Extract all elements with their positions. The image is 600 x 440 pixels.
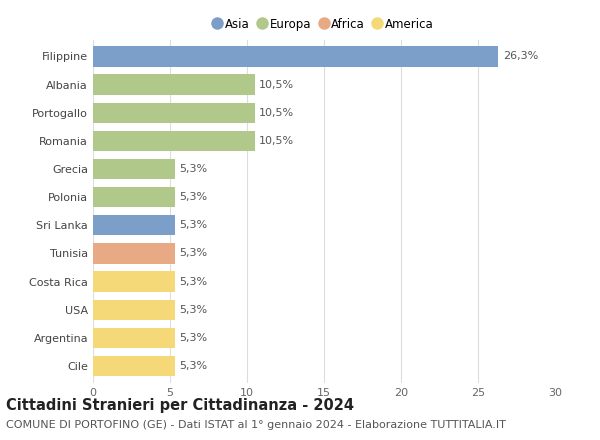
Bar: [93, 271, 175, 292]
Text: 5,3%: 5,3%: [179, 220, 208, 230]
Bar: [93, 243, 175, 264]
Bar: [93, 215, 175, 235]
Text: COMUNE DI PORTOFINO (GE) - Dati ISTAT al 1° gennaio 2024 - Elaborazione TUTTITAL: COMUNE DI PORTOFINO (GE) - Dati ISTAT al…: [6, 420, 506, 430]
Text: 5,3%: 5,3%: [179, 333, 208, 343]
Bar: [93, 159, 175, 179]
Bar: [93, 300, 175, 320]
Text: 5,3%: 5,3%: [179, 304, 208, 315]
Bar: [93, 131, 255, 151]
Text: 5,3%: 5,3%: [179, 249, 208, 258]
Text: 26,3%: 26,3%: [503, 51, 538, 62]
Text: 5,3%: 5,3%: [179, 276, 208, 286]
Bar: [93, 74, 255, 95]
Bar: [93, 187, 175, 207]
Text: 10,5%: 10,5%: [259, 80, 295, 90]
Text: 10,5%: 10,5%: [259, 108, 295, 118]
Bar: [93, 356, 175, 376]
Bar: [93, 103, 255, 123]
Bar: [93, 46, 498, 66]
Text: 5,3%: 5,3%: [179, 164, 208, 174]
Legend: Asia, Europa, Africa, America: Asia, Europa, Africa, America: [209, 13, 439, 35]
Bar: [93, 328, 175, 348]
Text: 5,3%: 5,3%: [179, 361, 208, 371]
Text: 5,3%: 5,3%: [179, 192, 208, 202]
Text: Cittadini Stranieri per Cittadinanza - 2024: Cittadini Stranieri per Cittadinanza - 2…: [6, 398, 354, 413]
Text: 10,5%: 10,5%: [259, 136, 295, 146]
